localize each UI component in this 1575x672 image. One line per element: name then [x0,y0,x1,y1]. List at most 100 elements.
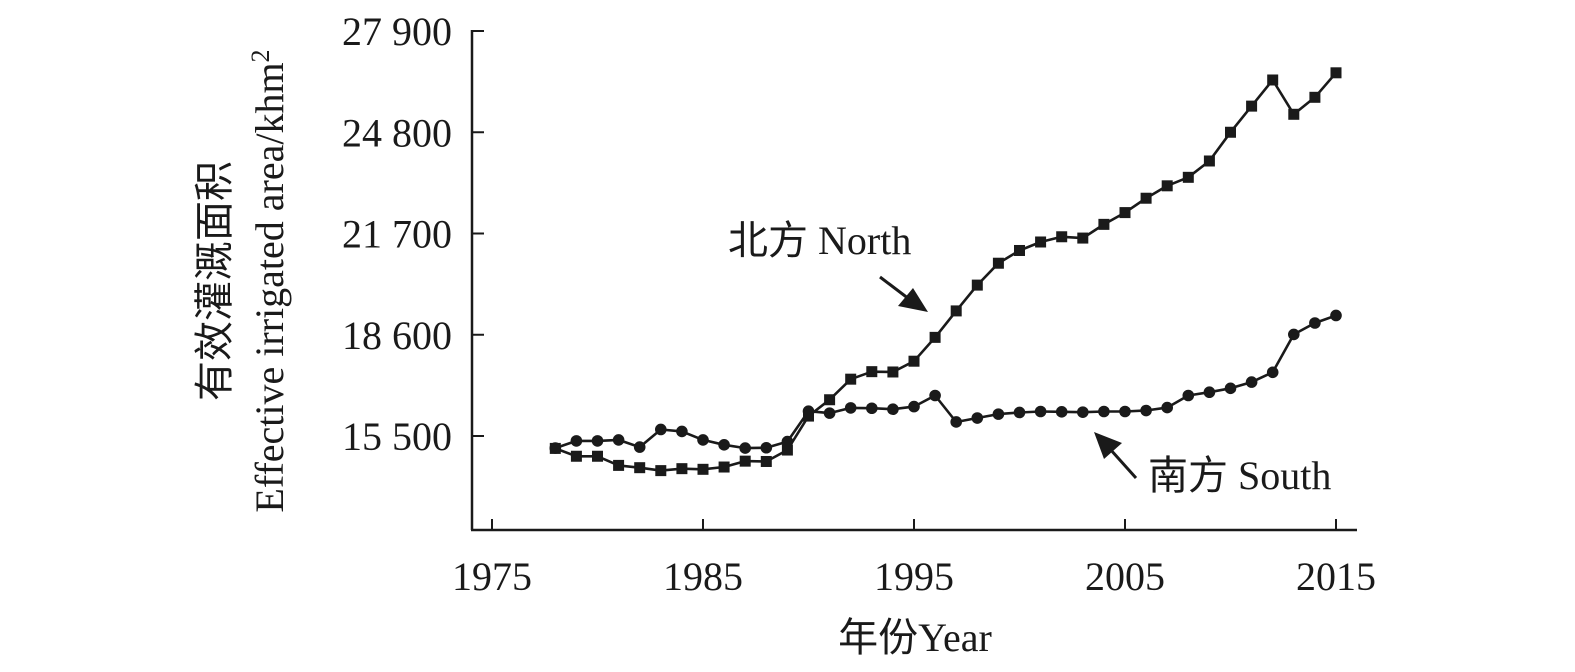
data-point-north [676,463,688,475]
data-point-south [929,389,941,402]
annotation-north-arrow-head [898,288,928,312]
data-point-south [1140,404,1152,417]
data-point-north [1309,91,1321,103]
y-tick-label: 27 900 [342,9,452,54]
series-layer [549,67,1342,477]
y-tick-label: 18 600 [342,313,452,358]
data-point-south [1161,401,1173,414]
data-point-north [570,450,582,462]
data-point-south [1034,405,1047,418]
annotation-north: 北方 North [728,218,928,312]
y-axis-title-en-superscript: 2 [246,49,275,62]
data-point-south [570,435,583,447]
data-point-north [1014,244,1025,256]
annotation-south-arrow-head [1094,432,1122,459]
data-point-north [697,463,709,475]
data-point-south [718,439,730,451]
data-point-south [655,423,667,436]
data-point-north [1077,232,1089,244]
annotation-north-label: 北方 North [728,218,911,263]
data-point-south [866,402,878,415]
x-tick-label: 2005 [1085,554,1165,599]
data-point-north [1140,192,1152,204]
data-point-north [1035,236,1047,248]
data-point-south [1330,309,1342,322]
data-point-south [697,434,709,446]
data-point-south [1182,389,1195,402]
data-point-north [971,279,983,291]
data-point-south [1119,405,1131,418]
data-point-north [1330,67,1342,79]
data-point-south [971,412,984,424]
data-point-north [845,373,857,385]
data-point-south [1055,406,1068,418]
data-point-north [908,355,920,367]
y-axis-title-cn: 有效灌溉面积 [192,161,237,401]
data-point-north [929,331,941,343]
data-point-north [1056,231,1068,243]
data-point-south [1266,366,1279,379]
data-point-south [549,442,562,454]
data-point-south [633,441,646,453]
data-point-north [1098,218,1110,230]
y-axis-title-en: Effective irrigated area/khm2 [246,49,292,512]
y-tick-label: 24 800 [342,110,452,155]
series-south-line [554,314,1337,450]
x-tick-label: 1995 [874,554,954,599]
data-point-north [781,444,793,456]
data-point-north [613,459,625,471]
data-point-south [1224,382,1237,395]
annotation-south-label: 南方 South [1148,453,1331,498]
data-point-north [1225,126,1236,138]
y-axis-title: 有效灌溉面积 Effective irrigated area/khm2 [192,49,292,512]
data-point-north [1161,180,1173,192]
data-point-south [612,434,625,446]
y-tick-label: 15 500 [342,414,452,459]
data-point-south [781,435,794,448]
series-north [549,67,1342,477]
data-point-south [591,435,604,447]
data-point-south [1288,328,1300,341]
y-tick-label: 21 700 [342,212,452,257]
data-point-north [824,394,836,406]
y-axis-title-en-main: Effective irrigated area/khm [247,62,292,512]
x-ticks: 1975 1985 1995 2005 2015 [452,519,1376,599]
data-point-south [1077,406,1089,418]
data-point-south [760,441,773,454]
data-point-north [1246,100,1258,112]
data-point-south [992,408,1005,420]
data-point-north [866,366,878,378]
data-point-north [950,305,962,317]
data-point-south [823,407,836,419]
series-south [549,309,1342,454]
annotation-south: 南方 South [1094,432,1331,498]
x-tick-label: 2015 [1296,554,1376,599]
data-point-south [844,402,857,414]
data-point-north [634,462,646,474]
data-point-south [676,425,688,438]
data-point-south [1245,376,1258,388]
annotation-south-arrow-shaft [1108,447,1138,480]
data-point-north [760,455,772,467]
series-north-line [554,71,1337,472]
data-point-north [1182,171,1194,183]
data-point-north [655,465,667,477]
data-point-south [802,405,815,417]
data-point-north [992,257,1004,269]
data-point-north [718,461,730,473]
data-point-south [1203,386,1216,399]
data-point-south [739,442,751,454]
data-point-south [1098,405,1110,418]
data-point-south [950,416,962,428]
data-point-south [1013,406,1026,419]
y-ticks: 15 500 18 600 21 700 24 800 27 900 [342,9,484,459]
data-point-south [908,400,920,413]
data-point-north [592,450,603,462]
data-point-north [1203,155,1215,167]
data-point-north [1288,108,1300,120]
data-point-north [739,455,751,467]
data-point-north [887,366,899,378]
data-point-north [1267,74,1279,86]
x-tick-label: 1975 [452,554,532,599]
